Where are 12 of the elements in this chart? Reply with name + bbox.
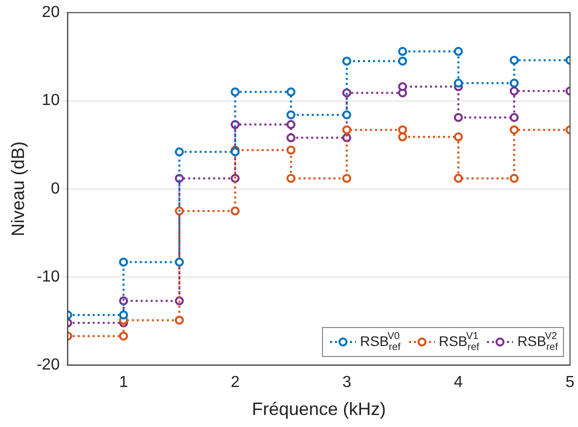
x-tick-label: 5 (566, 374, 575, 392)
x-axis-title: Fréquence (kHz) (252, 399, 386, 420)
y-tick-label: 10 (42, 92, 60, 110)
y-tick-label: -20 (36, 356, 60, 374)
x-tick-label: 4 (454, 374, 463, 392)
y-tick-label: 0 (50, 180, 60, 198)
x-tick-label: 2 (230, 374, 240, 392)
y-axis-title: Niveau (dB) (8, 141, 28, 236)
x-tick-label: 1 (119, 374, 128, 392)
y-tick-label: -10 (36, 268, 60, 286)
x-tick-label: 3 (342, 374, 352, 392)
y-tick-label: 20 (42, 4, 60, 22)
